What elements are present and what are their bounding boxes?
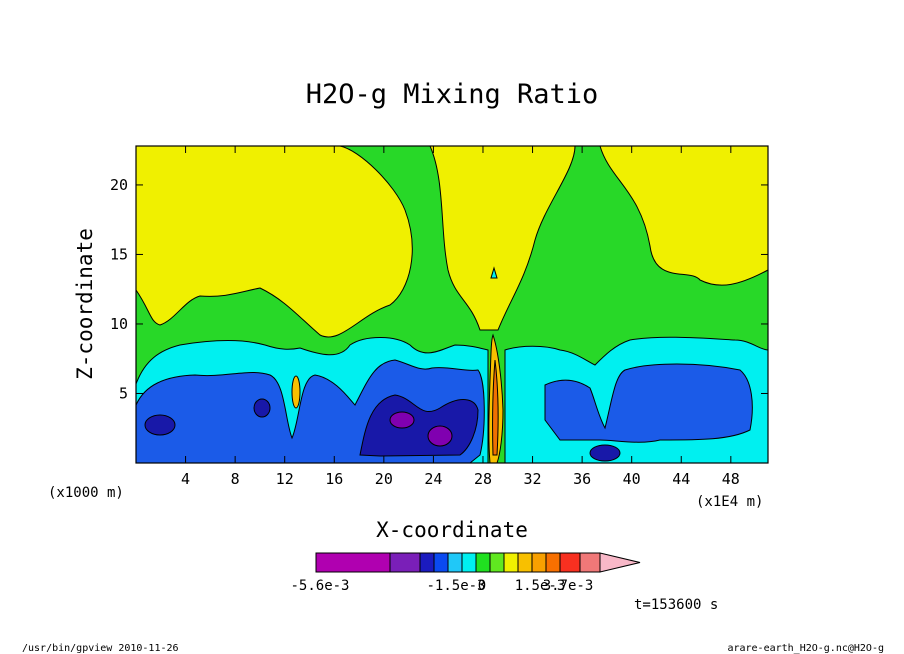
colorbar-segment — [461, 552, 477, 573]
x-tick-label: 40 — [623, 470, 641, 488]
colorbar-level-label: 0 — [478, 578, 486, 594]
colorbar-segment — [545, 552, 561, 573]
x-axis-ticks: 4 8 12 16 20 24 28 32 36 40 44 48 — [181, 146, 740, 488]
contour-jet-core — [492, 359, 499, 456]
contour-deep-spot-east — [589, 444, 621, 462]
x-tick-label: 36 — [573, 470, 591, 488]
plot-area — [136, 146, 768, 463]
x-tick-label: 24 — [424, 470, 442, 488]
y-axis-label: Z-coordinate — [73, 228, 97, 380]
colorbar-extension-arrow — [599, 552, 641, 573]
colorbar-segment — [315, 552, 391, 573]
footer-left: /usr/bin/gpview 2010-11-26 — [22, 643, 179, 654]
colorbar-segment — [475, 552, 491, 573]
contour-warm-spot — [291, 375, 301, 409]
colorbar-level-label: 1.5e-3 — [515, 578, 566, 594]
colorbar-level-label: 3.7e-3 — [543, 578, 594, 594]
colorbar-segment — [559, 552, 581, 573]
time-label: t=153600 s — [634, 597, 718, 613]
x-tick-label: 4 — [181, 470, 190, 488]
x-tick-label: 12 — [276, 470, 294, 488]
x-tick-label: 28 — [474, 470, 492, 488]
colorbar-segment — [517, 552, 533, 573]
colorbar-level-label: -5.6e-3 — [290, 578, 349, 594]
y-tick-label: 20 — [110, 176, 128, 194]
x-tick-label: 20 — [375, 470, 393, 488]
colorbar-level-label: -1.5e-3 — [426, 578, 485, 594]
contour-small-feature — [490, 266, 498, 279]
x-tick-label: 44 — [672, 470, 690, 488]
plot-frame — [135, 145, 769, 464]
y-tick-label: 10 — [110, 315, 128, 333]
x-tick-label: 32 — [524, 470, 542, 488]
x-axis-label: X-coordinate — [376, 518, 528, 542]
contour-deep-spot-west — [144, 414, 176, 436]
x-scale-note: (x1E4 m) — [696, 494, 763, 510]
colorbar-segment — [433, 552, 449, 573]
y-tick-label: 5 — [119, 384, 128, 402]
colorbar-segment — [503, 552, 519, 573]
y-tick-label: 15 — [110, 245, 128, 263]
colorbar-labels: -5.6e-3 -1.5e-30 1.5e-33.7e-3 — [290, 578, 593, 594]
x-unit-note: (x1000 m) — [48, 485, 124, 501]
contour-deep-spot-mid — [253, 398, 271, 418]
x-tick-label: 16 — [325, 470, 343, 488]
contour-core-spot — [389, 411, 415, 429]
footer-right: arare-earth_H2O-g.nc@H2O-g — [727, 643, 884, 654]
y-axis-ticks: 5 10 15 20 — [110, 176, 768, 402]
colorbar-segment — [389, 552, 421, 573]
x-tick-label: 48 — [722, 470, 740, 488]
colorbar-segment — [447, 552, 463, 573]
colorbar-segment — [531, 552, 547, 573]
colorbar-segment — [419, 552, 435, 573]
contour-mid-region-east — [544, 363, 753, 443]
contour-core-spot-2 — [427, 425, 453, 447]
colorbar-segment — [579, 552, 601, 573]
colorbar-segment — [489, 552, 505, 573]
colorbar — [315, 552, 641, 573]
chart-title: H2O-g Mixing Ratio — [306, 79, 599, 110]
x-tick-label: 8 — [231, 470, 240, 488]
